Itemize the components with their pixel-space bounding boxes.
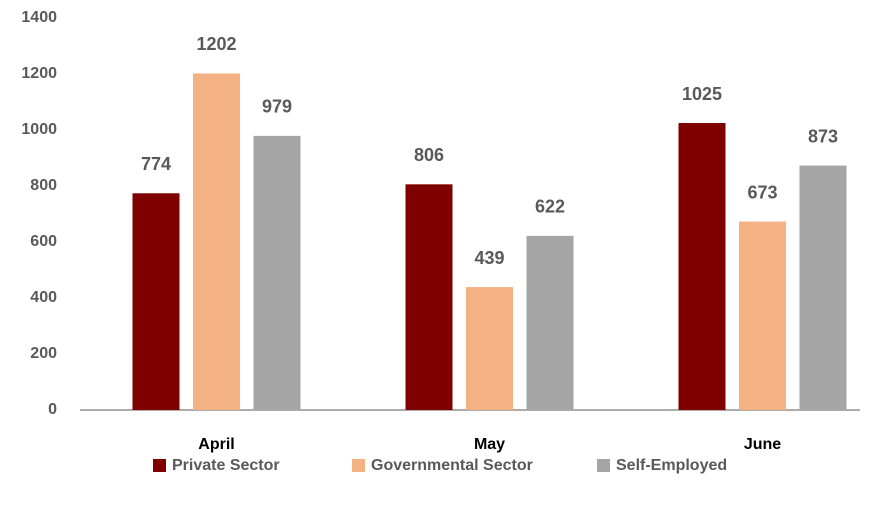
legend-swatch bbox=[597, 459, 610, 472]
value-label: 622 bbox=[535, 197, 565, 217]
value-label: 806 bbox=[414, 145, 444, 165]
bar bbox=[193, 73, 240, 410]
y-tick-label: 800 bbox=[30, 177, 57, 194]
bar bbox=[799, 165, 847, 410]
value-label: 439 bbox=[474, 248, 504, 268]
bar bbox=[405, 184, 453, 410]
y-tick-label: 600 bbox=[30, 233, 57, 250]
bar bbox=[739, 221, 786, 410]
x-tick-label: May bbox=[474, 436, 505, 453]
legend-label: Self-Employed bbox=[616, 457, 727, 474]
legend-label: Governmental Sector bbox=[371, 457, 533, 474]
bar bbox=[678, 123, 726, 410]
x-tick-label: June bbox=[744, 436, 781, 453]
value-label: 774 bbox=[141, 154, 171, 174]
y-tick-label: 200 bbox=[30, 345, 57, 362]
legend-label: Private Sector bbox=[172, 457, 280, 474]
y-tick-label: 1000 bbox=[21, 121, 57, 138]
y-tick-label: 1200 bbox=[21, 65, 57, 82]
y-tick-label: 400 bbox=[30, 289, 57, 306]
legend-swatch bbox=[153, 459, 166, 472]
bar bbox=[132, 193, 180, 410]
value-label: 1202 bbox=[196, 34, 236, 54]
bar bbox=[253, 135, 301, 410]
value-label: 1025 bbox=[682, 84, 722, 104]
value-label: 873 bbox=[808, 126, 838, 146]
y-tick-label: 1400 bbox=[21, 9, 57, 26]
value-label: 979 bbox=[262, 97, 292, 117]
legend-swatch bbox=[352, 459, 365, 472]
bar bbox=[526, 235, 574, 410]
value-label: 673 bbox=[747, 182, 777, 202]
bar bbox=[466, 287, 513, 410]
x-tick-label: April bbox=[198, 436, 234, 453]
y-tick-label: 0 bbox=[48, 401, 57, 418]
